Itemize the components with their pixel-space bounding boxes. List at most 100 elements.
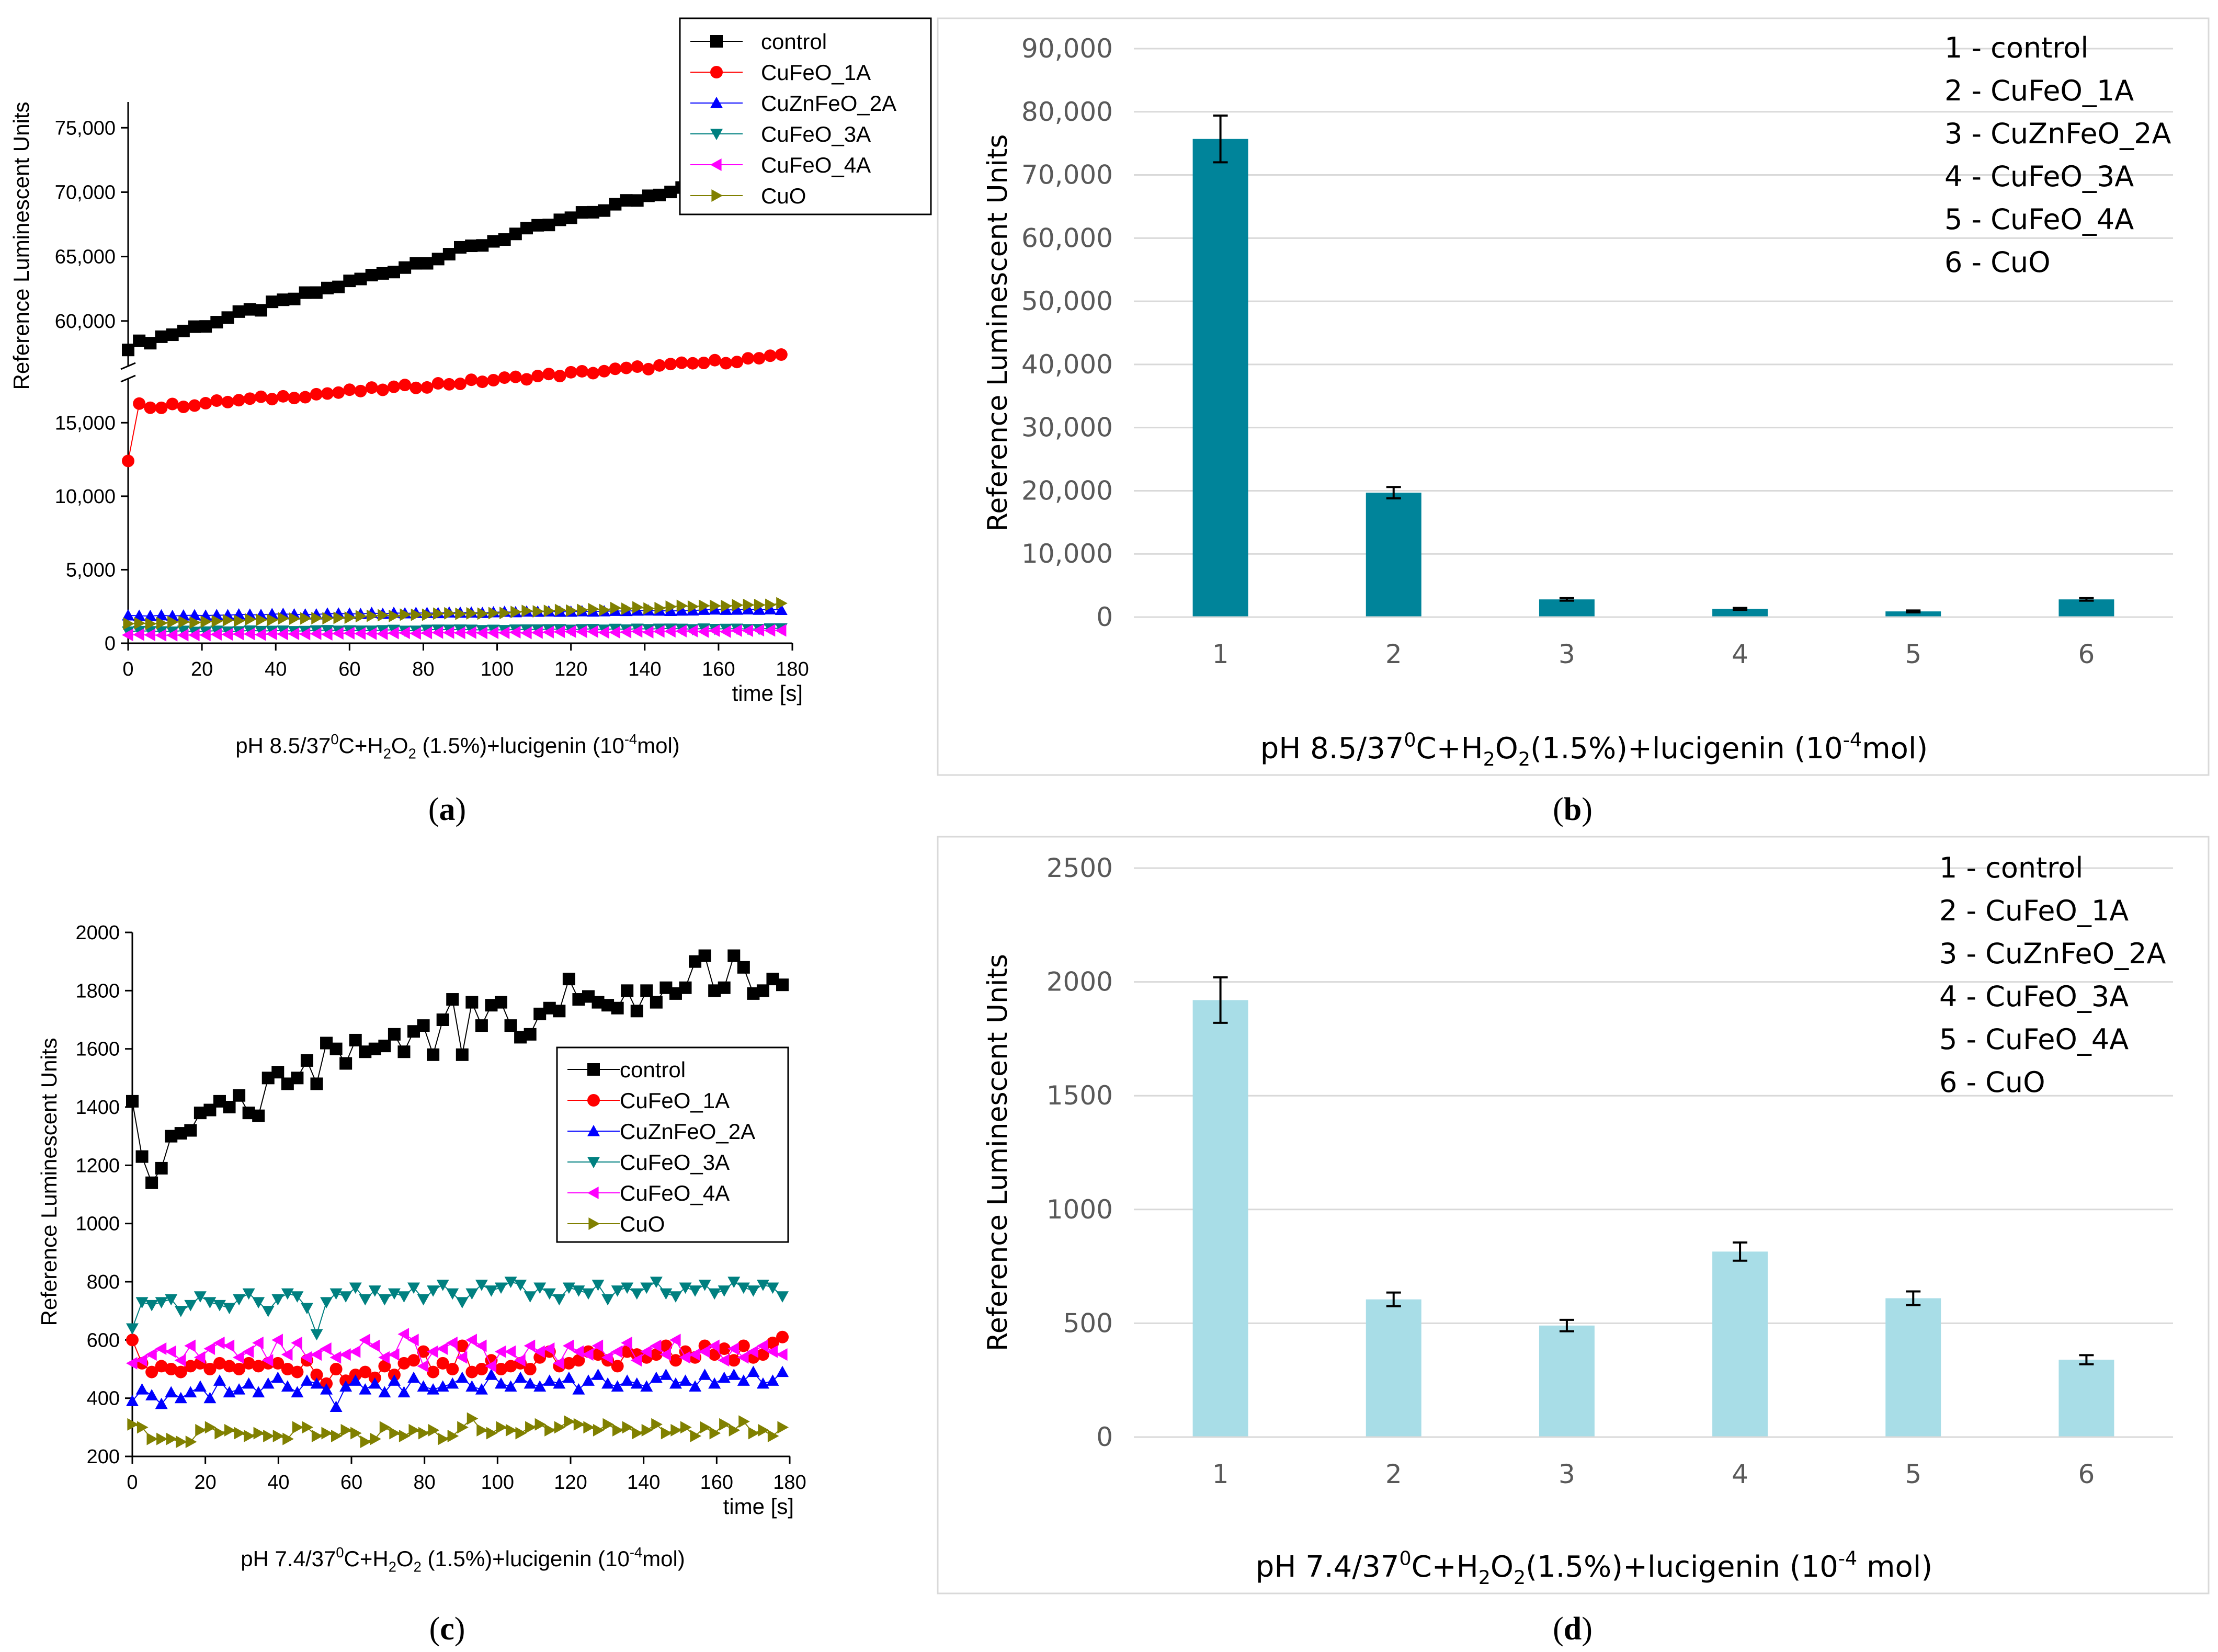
data-point-CuFeO_3A <box>747 1285 760 1297</box>
x-tick-label: 20 <box>191 658 213 680</box>
data-point-CuFeO_1A <box>281 1363 294 1375</box>
data-point-CuFeO_4A <box>686 624 698 637</box>
data-point-control <box>718 981 731 994</box>
data-point-CuFeO_4A <box>664 625 676 638</box>
data-point-control <box>640 984 653 997</box>
data-point-control <box>199 320 212 333</box>
data-point-CuZnFeO_2A <box>718 1371 731 1383</box>
data-point-control <box>776 978 789 992</box>
legend-entry: 3 - CuZnFeO_2A <box>1939 937 2166 970</box>
data-point-CuFeO_3A <box>689 1285 702 1297</box>
data-point-CuFeO_4A <box>543 1342 555 1355</box>
data-point-CuFeO_1A <box>611 1360 624 1373</box>
data-point-CuO <box>167 616 179 629</box>
data-point-control <box>261 1072 275 1085</box>
data-point-control <box>631 194 644 207</box>
data-point-control <box>442 248 456 261</box>
bar-5 <box>1885 611 1941 617</box>
data-point-CuO <box>710 599 721 612</box>
data-point-CuFeO_3A <box>261 1306 275 1317</box>
legend-label-CuFeO_1A: CuFeO_1A <box>761 60 871 85</box>
data-point-CuFeO_4A <box>609 626 620 639</box>
data-point-CuFeO_1A <box>498 371 511 384</box>
data-point-CuO <box>211 614 223 628</box>
data-point-CuFeO_3A <box>465 1288 479 1300</box>
data-point-CuO <box>244 1430 255 1443</box>
data-point-CuFeO_4A <box>281 1348 293 1361</box>
data-point-control <box>575 206 588 219</box>
legend-marker-CuZnFeO_2A <box>710 97 723 108</box>
data-point-CuZnFeO_2A <box>122 609 134 621</box>
data-point-CuFeO_1A <box>188 399 201 412</box>
data-point-CuFeO_1A <box>255 390 267 403</box>
data-point-CuO <box>256 613 267 626</box>
data-point-CuFeO_3A <box>388 1288 401 1300</box>
data-point-CuFeO_1A <box>397 1357 411 1370</box>
data-point-CuFeO_3A <box>698 1279 711 1291</box>
data-point-CuFeO_4A <box>174 1354 186 1367</box>
legend-entry: 4 - CuFeO_3A <box>1939 980 2129 1013</box>
data-point-CuFeO_1A <box>446 1363 459 1375</box>
data-point-CuO <box>389 609 400 622</box>
data-point-CuFeO_3A <box>184 1300 197 1312</box>
data-point-CuZnFeO_2A <box>126 1395 139 1406</box>
data-point-CuO <box>599 603 611 617</box>
data-point-CuO <box>641 1423 653 1437</box>
data-point-CuO <box>566 604 577 617</box>
panel-c-scatter-chart: 200 400 600 800 1000 1200 1400 1600 1800 2000 0 20 4… <box>37 922 806 1575</box>
data-point-CuO <box>302 1421 313 1434</box>
data-point-CuO <box>145 617 157 630</box>
data-point-CuZnFeO_2A <box>562 1371 575 1383</box>
data-point-CuFeO_4A <box>747 1345 758 1358</box>
data-point-CuO <box>379 1421 391 1434</box>
panel-label: (a) <box>428 792 466 827</box>
chart-frame <box>937 836 2210 1594</box>
data-point-CuFeO_4A <box>388 1348 400 1361</box>
data-point-control <box>277 293 290 306</box>
bar-2 <box>1366 493 1421 617</box>
data-point-control <box>417 1019 430 1032</box>
data-point-CuFeO_4A <box>498 626 510 640</box>
data-point-control <box>243 303 256 316</box>
data-point-CuZnFeO_2A <box>407 1371 420 1383</box>
data-point-CuFeO_4A <box>288 628 300 641</box>
data-point-control <box>630 1005 643 1018</box>
x-tick-label: 1 <box>1212 1459 1229 1489</box>
data-point-CuO <box>532 605 544 618</box>
data-point-CuFeO_4A <box>592 1339 604 1352</box>
y-tick-label: 50,000 <box>1021 286 1113 316</box>
data-point-CuO <box>127 1418 139 1431</box>
data-point-control <box>475 1019 488 1032</box>
data-point-CuFeO_4A <box>255 628 266 641</box>
data-point-CuO <box>622 1421 634 1434</box>
data-point-CuO <box>729 1423 741 1437</box>
chart-caption: pH 7.4/370C+H2O2 (1.5%)+lucigenin (10-4m… <box>241 1544 685 1575</box>
data-point-CuZnFeO_2A <box>194 1380 207 1392</box>
y-tick-label: 400 <box>87 1388 120 1410</box>
data-point-CuFeO_4A <box>135 1354 147 1367</box>
data-point-control <box>177 324 190 337</box>
data-point-CuFeO_4A <box>177 629 189 642</box>
data-point-CuFeO_3A <box>592 1279 605 1291</box>
data-point-CuFeO_4A <box>708 624 720 637</box>
data-point-CuFeO_1A <box>708 354 721 367</box>
legend-marker-CuFeO_3A <box>587 1157 600 1168</box>
data-point-CuZnFeO_2A <box>737 1374 750 1386</box>
data-point-CuFeO_4A <box>582 1348 594 1361</box>
data-point-CuO <box>408 1423 420 1437</box>
data-point-CuZnFeO_2A <box>601 1377 615 1389</box>
data-point-CuFeO_4A <box>397 1328 410 1341</box>
legend-marker-CuO <box>588 1217 600 1230</box>
data-point-CuFeO_4A <box>531 626 543 639</box>
data-point-CuO <box>331 1430 343 1443</box>
data-point-CuFeO_4A <box>465 626 476 639</box>
x-tick-label: 60 <box>340 1472 362 1494</box>
data-point-CuO <box>510 606 522 619</box>
data-point-CuFeO_1A <box>184 1360 197 1373</box>
data-point-CuO <box>670 1423 682 1437</box>
data-point-control <box>155 330 168 343</box>
axis-break-mark <box>120 374 136 383</box>
data-point-CuFeO_4A <box>343 626 355 640</box>
data-point-CuO <box>200 615 212 628</box>
data-point-CuO <box>411 608 423 621</box>
